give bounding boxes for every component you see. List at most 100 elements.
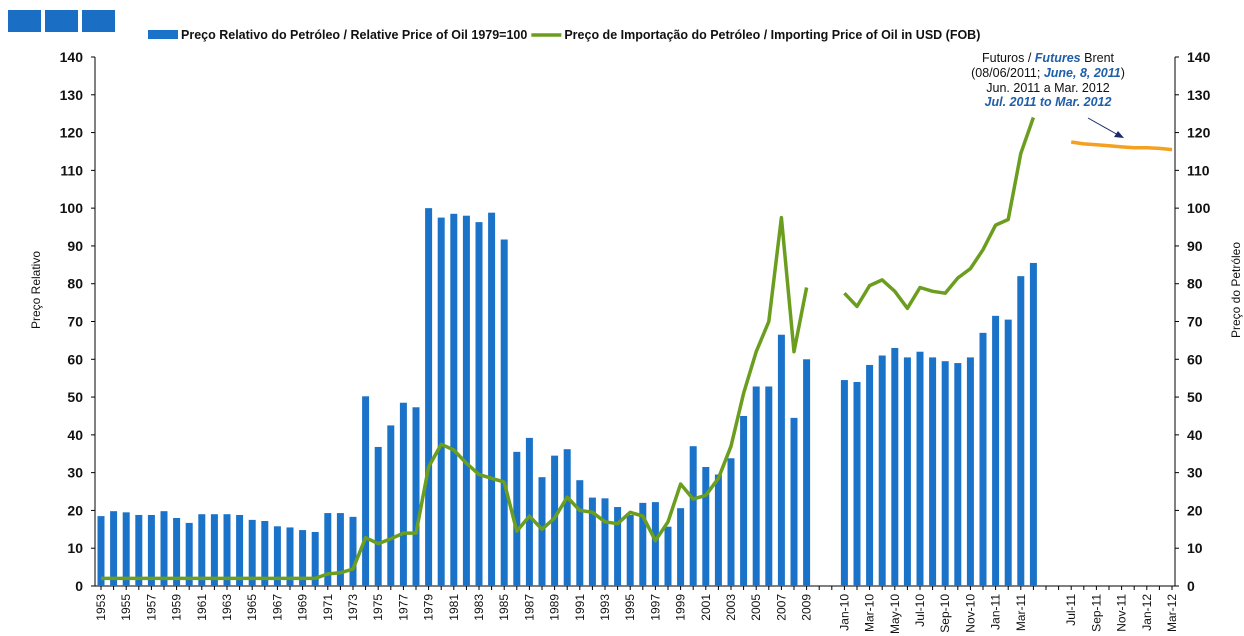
- annotation-arrow: [1087, 117, 1121, 137]
- x-tick-label: Jul-11: [1064, 594, 1078, 626]
- x-tick-label: Nov-10: [963, 594, 977, 633]
- bar: [173, 517, 181, 586]
- bar: [362, 396, 370, 586]
- logo-block: [8, 10, 41, 32]
- bar: [891, 347, 899, 586]
- bar: [752, 386, 760, 586]
- x-tick-label: 1979: [422, 594, 436, 621]
- bar: [588, 497, 596, 586]
- annotation-text: (08/06/2011; June, 8, 2011): [971, 66, 1125, 80]
- x-tick-label: Jan-11: [989, 594, 1003, 630]
- y-tick-label: 30: [67, 465, 83, 481]
- annotation-text: Jun. 2011 a Mar. 2012: [986, 81, 1110, 95]
- y-tick-label: 100: [60, 200, 84, 216]
- bar: [651, 502, 659, 586]
- bar: [425, 208, 433, 586]
- y-tick-label: 0: [75, 578, 83, 594]
- y-tick-label: 80: [67, 276, 83, 292]
- x-tick-label: 1993: [598, 594, 612, 621]
- bar: [500, 239, 508, 586]
- bar: [954, 363, 962, 586]
- bar: [1017, 276, 1025, 586]
- bar: [702, 466, 710, 586]
- x-tick-label: Jul-10: [913, 594, 927, 627]
- y-tick-label: 130: [60, 87, 84, 103]
- x-tick-label: 1967: [270, 594, 284, 621]
- y2-tick-label: 80: [1187, 276, 1203, 292]
- y-tick-label: 50: [67, 389, 83, 405]
- line: [843, 116, 1036, 311]
- y-tick-label: 40: [67, 427, 83, 443]
- logo-block: [82, 10, 115, 32]
- bar: [273, 526, 281, 586]
- annotation-text: Futuros / Futures Brent: [982, 51, 1115, 65]
- bar: [223, 514, 231, 586]
- y2-tick-label: 0: [1187, 578, 1195, 594]
- y2-tick-label: 20: [1187, 502, 1203, 518]
- x-tick-label: 1977: [396, 594, 410, 621]
- bar: [551, 455, 559, 586]
- x-tick-label: 2007: [774, 594, 788, 621]
- bar: [286, 527, 294, 586]
- x-tick-label: Mar-12: [1165, 594, 1179, 632]
- bar: [878, 355, 886, 586]
- bar: [563, 449, 571, 586]
- x-tick-label: Jan-12: [1140, 594, 1154, 631]
- bar: [626, 514, 634, 586]
- y2-tick-label: 140: [1187, 49, 1211, 65]
- bar: [992, 315, 1000, 586]
- bar: [261, 521, 269, 586]
- x-tick-label: Mar-11: [1014, 594, 1028, 631]
- bar: [714, 474, 722, 586]
- x-tick-label: 1981: [447, 594, 461, 621]
- bar: [324, 513, 332, 586]
- bar: [135, 514, 143, 586]
- bar: [639, 502, 647, 586]
- bar: [374, 446, 382, 586]
- bar: [97, 516, 105, 586]
- bar: [790, 417, 798, 586]
- x-tick-label: 1963: [220, 594, 234, 621]
- bar: [311, 531, 319, 586]
- bar: [210, 514, 218, 586]
- bar: [475, 222, 483, 586]
- x-tick-label: 1965: [245, 594, 259, 621]
- legend-label: Preço Relativo do Petróleo / Relative Pr…: [181, 28, 527, 42]
- bar: [1029, 262, 1037, 586]
- bar: [979, 332, 987, 586]
- x-tick-label: 1955: [119, 594, 133, 621]
- x-tick-label: 1969: [296, 594, 310, 621]
- bar: [399, 402, 407, 586]
- y-tick-label: 110: [60, 162, 83, 178]
- x-tick-label: Nov-11: [1115, 594, 1129, 632]
- y-tick-label: 120: [60, 125, 84, 141]
- bar: [147, 514, 155, 586]
- line: [101, 215, 809, 581]
- y2-tick-label: 10: [1187, 540, 1203, 556]
- bar: [110, 511, 118, 586]
- x-tick-label: 1995: [623, 594, 637, 621]
- x-tick-label: 2003: [724, 594, 738, 621]
- bar: [677, 508, 685, 586]
- bar: [853, 381, 861, 586]
- y-tick-label: 140: [60, 49, 84, 65]
- bar: [248, 519, 256, 586]
- bar: [336, 513, 344, 586]
- bar: [412, 407, 420, 586]
- x-tick-label: 1987: [522, 594, 536, 621]
- x-tick-label: 1985: [497, 594, 511, 621]
- bar: [689, 446, 697, 586]
- x-tick-label: Jan-10: [837, 594, 851, 631]
- bar: [614, 507, 622, 586]
- y2-tick-label: 30: [1187, 465, 1203, 481]
- x-tick-label: 1961: [195, 594, 209, 621]
- annotation: Futuros / Futures Brent (08/06/2011; Jun…: [971, 51, 1125, 138]
- y2-tick-label: 50: [1187, 389, 1203, 405]
- bar: [840, 380, 848, 586]
- bar: [525, 437, 533, 586]
- bar: [387, 425, 395, 586]
- x-tick-label: 1975: [371, 594, 385, 621]
- y2-axis-title: Preço do Petróleo: [1229, 242, 1243, 338]
- bar: [966, 357, 974, 586]
- bar: [488, 212, 496, 587]
